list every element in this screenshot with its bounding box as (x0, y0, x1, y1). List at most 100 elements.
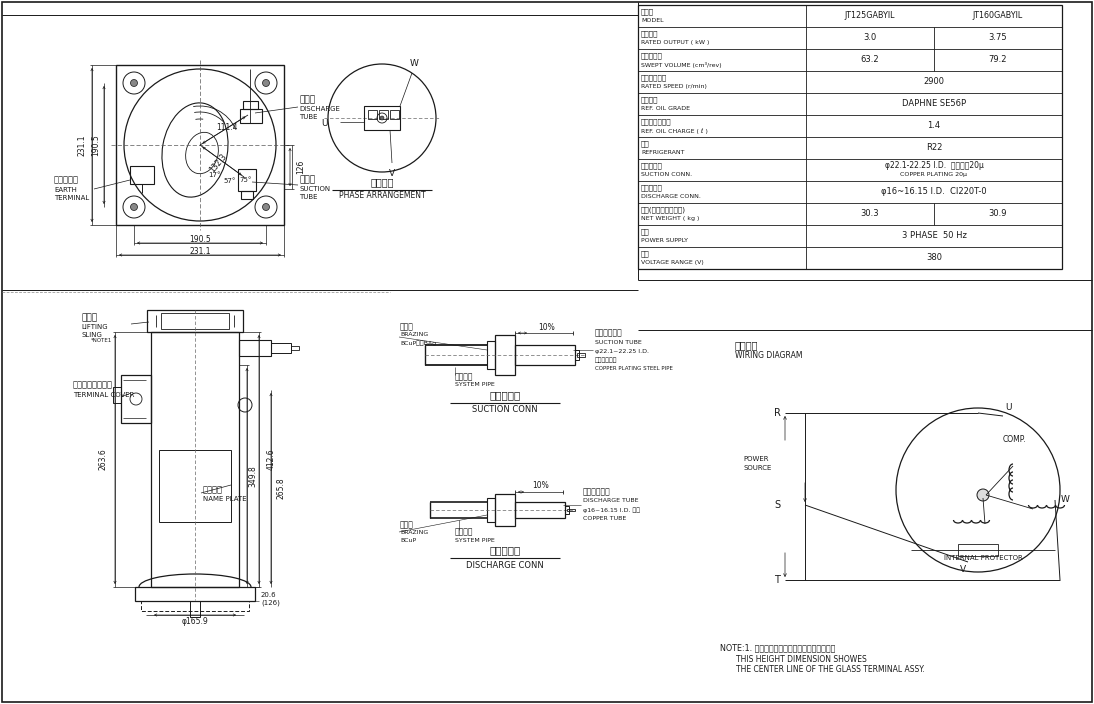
Text: RATED OUTPUT ( kW ): RATED OUTPUT ( kW ) (641, 40, 709, 45)
Bar (238, 340, 271, 356)
Text: 10%: 10% (538, 322, 556, 332)
Text: ターミナルカバー: ターミナルカバー (73, 380, 113, 389)
Bar (368, 110, 377, 119)
Text: 231.1: 231.1 (189, 246, 211, 256)
Text: DISCHARGE TUBE: DISCHARGE TUBE (583, 498, 639, 503)
Text: DISCHARGE CONN.: DISCHARGE CONN. (641, 194, 701, 199)
Text: COMP.: COMP. (1003, 436, 1026, 444)
Bar (958, 544, 998, 556)
Bar (238, 169, 256, 191)
Text: BRAZING: BRAZING (400, 531, 428, 536)
Text: TUBE: TUBE (299, 194, 317, 200)
Text: DISCHARGE: DISCHARGE (299, 106, 340, 112)
Text: SUCTION CONN: SUCTION CONN (473, 406, 538, 415)
Text: 系統配管: 系統配管 (455, 527, 474, 536)
Bar (487, 341, 494, 369)
Text: 結線要領: 結線要領 (735, 340, 758, 350)
Text: REF. OIL CHARGE ( ℓ ): REF. OIL CHARGE ( ℓ ) (641, 128, 708, 134)
Bar (638, 5, 1062, 269)
Text: 質量(冷凍機自含マス): 質量(冷凍機自含マス) (641, 206, 686, 213)
Text: THE CENTER LINE OF THE GLASS TERMINAL ASSY.: THE CENTER LINE OF THE GLASS TERMINAL AS… (736, 665, 924, 674)
Text: V: V (389, 170, 395, 179)
Text: U: U (321, 118, 327, 127)
Text: NOTE:1. 本寸法ハターミナル中心高サラ示ス。: NOTE:1. 本寸法ハターミナル中心高サラ示ス。 (720, 643, 836, 653)
Text: 1.4: 1.4 (928, 122, 941, 130)
Text: JT125GABYIL: JT125GABYIL (845, 11, 895, 20)
Text: 126: 126 (296, 160, 305, 174)
Text: NAME PLATE: NAME PLATE (203, 496, 246, 502)
Text: 3.0: 3.0 (863, 34, 876, 42)
Text: 機種名: 機種名 (641, 8, 654, 15)
Text: W: W (409, 58, 418, 68)
Text: 132.3: 132.3 (208, 152, 229, 174)
Bar (291, 346, 299, 350)
Text: 押シノケ量: 押シノケ量 (641, 52, 663, 59)
Text: R22: R22 (926, 144, 942, 153)
Text: SUCTION CONN.: SUCTION CONN. (641, 172, 693, 177)
Text: φ22.1~22.25 I.D.: φ22.1~22.25 I.D. (595, 348, 649, 353)
Bar (113, 387, 121, 403)
Text: 圧縮機吐出管: 圧縮機吐出管 (583, 487, 610, 496)
Text: U: U (1004, 403, 1011, 413)
Text: 75°: 75° (240, 177, 253, 183)
Bar (565, 506, 569, 514)
Text: 圧縮機吸入管: 圧縮機吸入管 (595, 329, 622, 337)
Text: SUCTION: SUCTION (299, 186, 330, 192)
Text: JT160GABYIL: JT160GABYIL (973, 11, 1023, 20)
Text: 111.4: 111.4 (217, 122, 237, 132)
Text: 吐出管接続: 吐出管接続 (489, 545, 521, 555)
Bar (494, 335, 515, 375)
Text: 吸入側接続: 吸入側接続 (641, 163, 663, 169)
Bar (515, 502, 565, 518)
Text: SYSTEM PIPE: SYSTEM PIPE (455, 537, 494, 543)
Bar (240, 109, 261, 123)
Circle shape (130, 80, 138, 87)
Text: φ16~16.15 I.D. 銅管: φ16~16.15 I.D. 銅管 (583, 507, 640, 513)
Text: WIRING DIAGRAM: WIRING DIAGRAM (735, 351, 803, 360)
Text: 端子位置: 端子位置 (370, 177, 394, 187)
Circle shape (263, 80, 269, 87)
Text: PHASE ARRANGEMENT: PHASE ARRANGEMENT (339, 191, 426, 201)
Text: COPPER PLATING 20μ: COPPER PLATING 20μ (900, 172, 967, 177)
Text: 冷凍機油: 冷凍機油 (641, 96, 659, 103)
Text: *NOTE1: *NOTE1 (91, 337, 113, 343)
Text: 銅メッキ鋼管: 銅メッキ鋼管 (595, 357, 617, 363)
Text: 系統配管: 系統配管 (455, 372, 474, 382)
Bar (389, 110, 399, 119)
Text: 17°: 17° (208, 172, 220, 178)
Text: ロウ付: ロウ付 (400, 520, 414, 529)
Text: 349.8: 349.8 (248, 465, 257, 487)
Text: 263.6: 263.6 (98, 448, 107, 470)
Text: 79.2: 79.2 (989, 56, 1008, 65)
Text: LIFTING: LIFTING (81, 324, 107, 330)
Text: 380: 380 (926, 253, 942, 263)
Text: 定格出力: 定格出力 (641, 30, 659, 37)
Bar (567, 509, 575, 511)
Text: SOURCE: SOURCE (743, 465, 771, 471)
Text: 10%: 10% (533, 482, 549, 491)
Text: REFRIGERANT: REFRIGERANT (641, 151, 685, 156)
Text: POWER: POWER (743, 456, 768, 462)
Text: SYSTEM PIPE: SYSTEM PIPE (455, 382, 494, 387)
Text: 231.1: 231.1 (78, 134, 86, 156)
Text: 定格回転速度: 定格回転速度 (641, 75, 667, 81)
Bar (364, 106, 400, 130)
Text: 30.9: 30.9 (989, 210, 1008, 218)
Bar (271, 343, 291, 353)
Text: SWEPT VOLUME (cm³/rev): SWEPT VOLUME (cm³/rev) (641, 62, 722, 68)
Bar (116, 65, 284, 225)
Text: TERMINAL: TERMINAL (54, 195, 90, 201)
Text: THIS HEIGHT DIMENSION SHOWES: THIS HEIGHT DIMENSION SHOWES (736, 655, 866, 663)
Bar (135, 587, 255, 601)
Text: 63.2: 63.2 (861, 56, 880, 65)
Text: SLING: SLING (81, 332, 102, 338)
Bar (379, 110, 388, 119)
Bar (161, 313, 229, 329)
Text: 吸入管接続: 吸入管接続 (489, 390, 521, 400)
Bar (121, 375, 151, 423)
Text: 吐出側接続: 吐出側接続 (641, 184, 663, 191)
Bar (575, 350, 579, 360)
Text: TERMINAL COVER: TERMINAL COVER (73, 392, 135, 398)
Text: 265.8: 265.8 (277, 478, 286, 499)
Text: 冷媒: 冷媒 (641, 140, 650, 147)
